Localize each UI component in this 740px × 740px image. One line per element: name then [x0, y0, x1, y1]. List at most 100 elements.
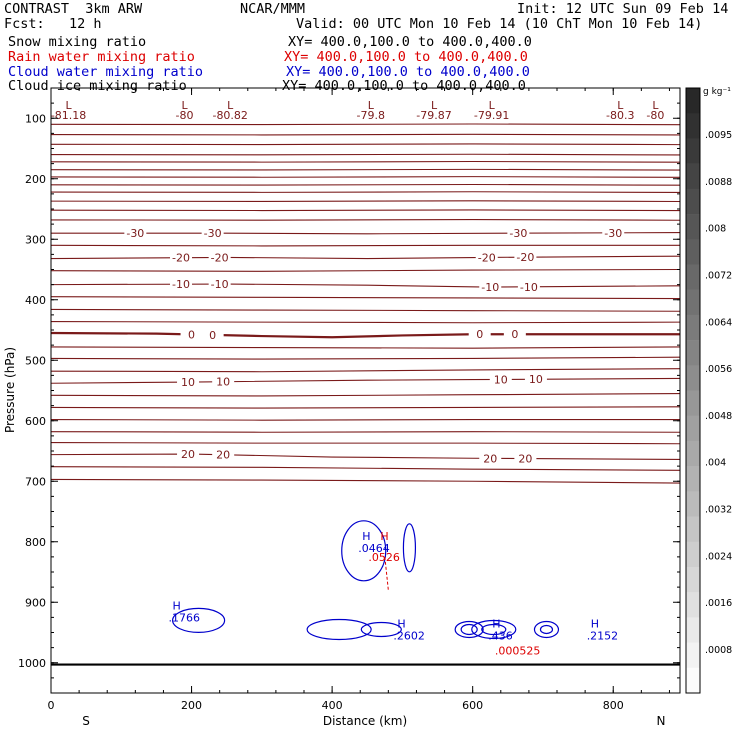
low-value: -80	[646, 109, 664, 122]
temperature-contour	[50, 320, 681, 324]
temperature-contour	[50, 244, 680, 247]
low-marker: L	[617, 99, 624, 112]
colorbar-segment	[686, 516, 700, 543]
cloud-water-max-marker: H	[362, 530, 370, 543]
x-tick-label: 200	[181, 699, 202, 712]
temperature-contour	[50, 418, 680, 421]
contour-label-bg	[507, 227, 530, 240]
rain-max-value: .0526	[368, 551, 400, 564]
cloud-water-contour	[454, 620, 484, 639]
colorbar-segment	[686, 667, 700, 694]
colorbar-segment	[686, 239, 700, 265]
colorbar-unit: g kg⁻¹	[703, 87, 731, 97]
rain-max-marker: H	[380, 530, 388, 543]
contour-label-bg	[489, 373, 512, 386]
y-tick-label: 700	[25, 475, 46, 488]
low-marker: L	[431, 99, 438, 112]
temperature-contour	[50, 143, 681, 146]
y-tick-label: 100	[25, 112, 46, 125]
cloud-water-max-marker: H	[591, 618, 599, 631]
plot-frame	[50, 87, 681, 694]
colorbar-segment	[686, 340, 700, 366]
colorbar-segment	[686, 466, 700, 492]
contour-label: 0	[209, 329, 216, 342]
contour-label: -10	[172, 278, 190, 291]
colorbar-tick-label: .0048	[705, 411, 732, 422]
contour-label: 10	[529, 373, 543, 386]
contour-label: 20	[483, 452, 497, 465]
temperature-contour	[50, 153, 681, 156]
temperature-contour--30	[51, 232, 681, 235]
colorbar-tick-label: .008	[705, 224, 726, 235]
colorbar-segment	[686, 138, 700, 164]
low-value: -79.91	[474, 109, 509, 122]
low-value: -79.87	[416, 109, 451, 122]
colorbar-segment	[686, 289, 700, 316]
temperature-contour	[50, 133, 681, 136]
colorbar-tick-label: .004	[705, 458, 726, 469]
end-label: N	[657, 714, 666, 728]
y-tick-label: 200	[25, 173, 46, 186]
colorbar-segment	[686, 642, 700, 669]
low-value: -81.18	[51, 109, 86, 122]
colorbar-segment	[686, 541, 700, 568]
colorbar-tick-label: .0032	[705, 505, 732, 516]
contour-label-bg	[212, 448, 235, 461]
y-tick-label: 300	[25, 233, 46, 246]
contour-label: 20	[181, 448, 195, 461]
contour-label-bg	[514, 251, 537, 264]
temperature-contour	[50, 431, 681, 433]
contour-label: -30	[204, 227, 222, 240]
colorbar-tick-label: .0024	[705, 551, 732, 562]
colorbar-segment	[686, 491, 700, 517]
cloud-water-max-value: .1766	[169, 611, 201, 624]
temperature-contour	[50, 176, 681, 178]
cloud-water-contour	[306, 618, 372, 641]
contour-label: 0	[476, 328, 483, 341]
colorbar-segment	[686, 113, 700, 139]
colorbar-segment	[686, 390, 700, 417]
field-name-cloud-water: Cloud water mixing ratio	[8, 64, 204, 80]
init-time: Init: 12 UTC Sun 09 Feb 14	[517, 1, 729, 17]
temperature-contour	[50, 296, 681, 300]
contour-label-bg	[170, 251, 193, 264]
cloud-water-contour	[360, 621, 402, 638]
rain-contour	[384, 556, 389, 591]
low-value: -80.82	[212, 109, 247, 122]
temperature-contour	[50, 392, 681, 397]
colorbar-tick-label: .0088	[705, 177, 732, 188]
contour-label: 10	[216, 376, 230, 389]
contour-label-bg	[503, 328, 526, 341]
y-tick-label: 500	[25, 354, 46, 367]
colorbar-tick-label: .0008	[705, 645, 732, 656]
contour-label: 20	[518, 453, 532, 466]
x-tick-label: 800	[603, 699, 624, 712]
temperature-contour--20	[50, 255, 681, 260]
contour-label: -20	[478, 251, 496, 264]
colorbar-segment	[686, 314, 700, 341]
low-marker: L	[181, 99, 188, 112]
cloud-water-max-marker: H	[397, 618, 405, 631]
colorbar-segment	[686, 88, 700, 114]
temperature-contour	[50, 346, 681, 349]
contour-label-bg	[177, 448, 200, 461]
temperature-contour	[50, 441, 681, 445]
y-tick-label: 600	[25, 415, 46, 428]
temperature-contour	[50, 356, 681, 360]
colorbar-tick-label: .0072	[705, 270, 732, 281]
cloud-water-max-value: .0464	[358, 542, 390, 555]
temperature-contour-0	[50, 331, 680, 339]
low-marker: L	[652, 99, 659, 112]
temperature-contour	[50, 308, 681, 312]
contour-label-bg	[180, 328, 203, 341]
contour-label-bg	[524, 373, 547, 386]
contour-label-bg	[201, 227, 224, 240]
contour-label-bg	[479, 281, 502, 294]
cloud-water-contour	[171, 607, 226, 634]
contour-label-bg	[517, 280, 540, 293]
contour-label-bg	[177, 376, 200, 389]
low-marker: L	[65, 99, 72, 112]
cloud-water-max-value: .436	[488, 630, 512, 643]
low-value: -80	[176, 109, 194, 122]
contour-label-bg	[514, 452, 537, 465]
